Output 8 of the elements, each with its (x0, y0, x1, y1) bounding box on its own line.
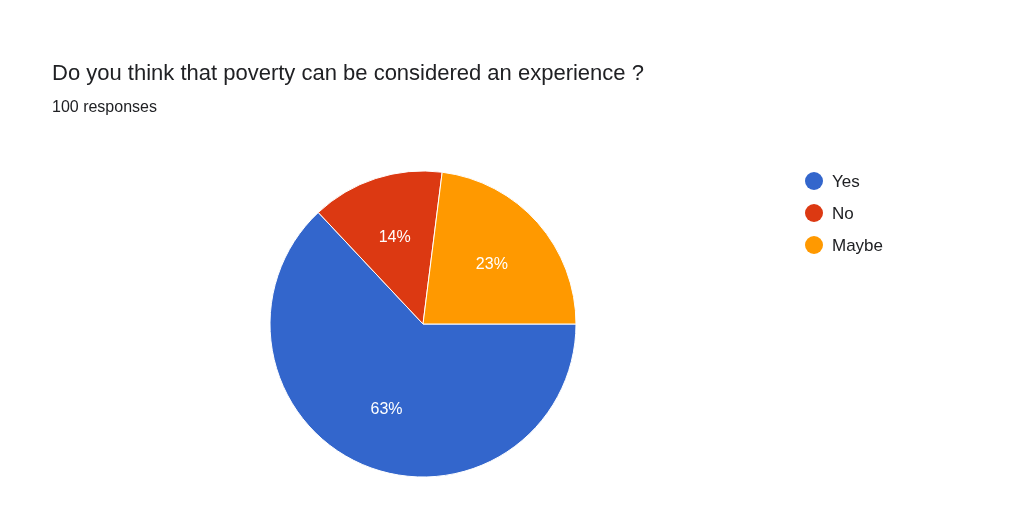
legend-label: Yes (832, 171, 860, 191)
data-label: 63% (370, 399, 403, 417)
chart-title: Do you think that poverty can be considered an experience ? (52, 60, 644, 85)
text: 100 responses (52, 98, 157, 115)
data-label: 14% (378, 228, 411, 246)
data-label: 23% (475, 254, 508, 272)
legend-label: No (832, 203, 854, 223)
legend-label: Maybe (832, 235, 884, 255)
